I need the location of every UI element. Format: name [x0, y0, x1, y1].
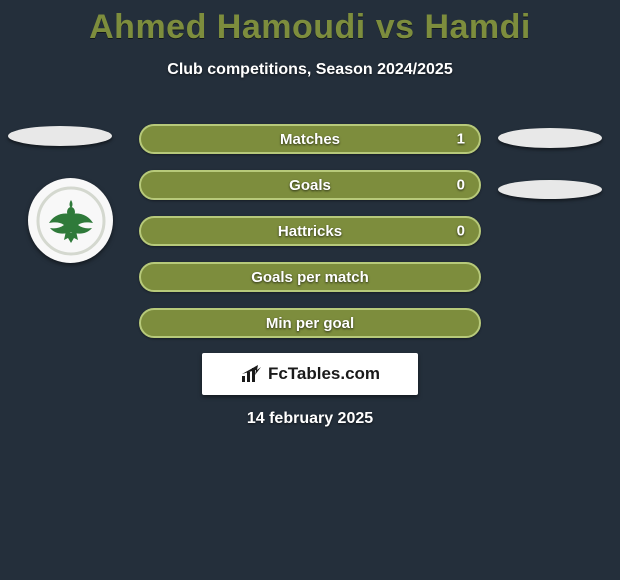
player-right-placeholder-2 — [498, 180, 602, 199]
stat-label: Goals — [289, 177, 331, 194]
stat-row: Hattricks 0 — [139, 216, 481, 246]
stat-row: Goals per match — [139, 262, 481, 292]
bar-chart-icon — [240, 363, 262, 385]
player-right-placeholder-1 — [498, 128, 602, 148]
page-subtitle: Club competitions, Season 2024/2025 — [0, 61, 620, 79]
stat-value-right: 1 — [457, 131, 465, 148]
stat-row: Matches 1 — [139, 124, 481, 154]
stat-row: Goals 0 — [139, 170, 481, 200]
stat-label: Goals per match — [251, 269, 369, 286]
player-left-placeholder — [8, 126, 112, 146]
stat-value-right: 0 — [457, 177, 465, 194]
footer-date: 14 february 2025 — [0, 410, 620, 428]
stat-label: Hattricks — [278, 223, 342, 240]
stat-label: Min per goal — [266, 315, 354, 332]
stat-label: Matches — [280, 131, 340, 148]
stat-row: Min per goal — [139, 308, 481, 338]
page-title: Ahmed Hamoudi vs Hamdi — [0, 0, 620, 47]
brand-text: FcTables.com — [268, 364, 380, 384]
brand-watermark: FcTables.com — [202, 353, 418, 395]
eagle-crest-icon — [36, 186, 106, 256]
stat-value-right: 0 — [457, 223, 465, 240]
stats-container: Matches 1 Goals 0 Hattricks 0 Goals per match M… — [139, 124, 481, 354]
club-crest — [28, 178, 113, 263]
